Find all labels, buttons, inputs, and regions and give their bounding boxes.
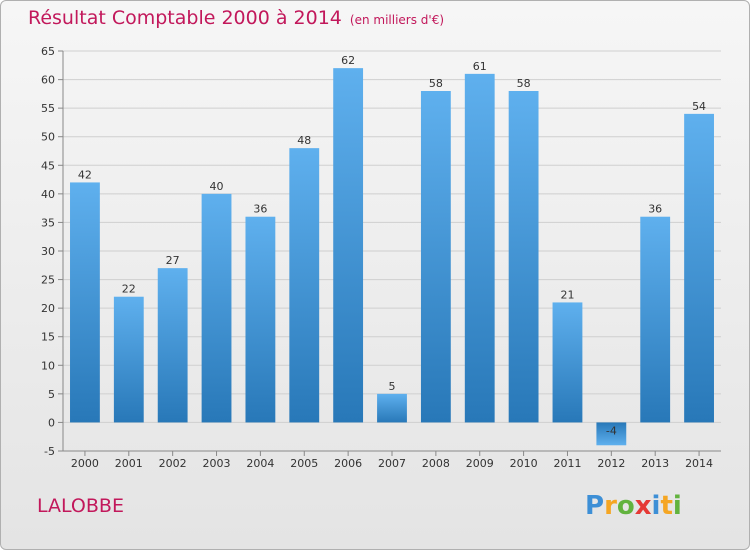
bar-value-label: -4	[606, 424, 617, 437]
x-axis-ticks: 2000 2001 2002 2003 2004 2005 2006 2007 2008 2009…	[71, 451, 713, 470]
y-tick-label: -5	[44, 445, 55, 458]
logo-letter: x	[634, 491, 652, 521]
bar-2002	[157, 268, 188, 423]
y-tick-label: 20	[41, 302, 55, 315]
bar-value-label: 36	[253, 203, 267, 216]
bar-value-label: 42	[78, 168, 92, 181]
axes	[62, 51, 721, 452]
bar-value-label: 5	[389, 380, 396, 393]
x-tick-label: 2008	[422, 457, 450, 470]
y-tick-label: 60	[41, 74, 55, 87]
logo-letter: o	[616, 491, 635, 521]
bar-2003	[201, 193, 232, 423]
bar-2000	[70, 182, 100, 423]
bar-2009	[464, 73, 495, 423]
y-tick-label: 45	[41, 159, 55, 172]
y-tick-label: 25	[41, 274, 55, 287]
bar-value-label: 61	[473, 60, 487, 73]
x-tick-label: 2014	[685, 457, 713, 470]
bar-2008	[420, 91, 451, 423]
x-tick-label: 2006	[334, 457, 362, 470]
x-tick-label: 2010	[510, 457, 538, 470]
x-tick-label: 2004	[246, 457, 274, 470]
bar-value-label: 54	[692, 100, 706, 113]
bar-2006	[333, 68, 364, 423]
bar-value-label: 36	[648, 203, 662, 216]
bar-2012	[596, 422, 627, 446]
bar-value-label: 40	[210, 180, 224, 193]
x-tick-label: 2000	[71, 457, 99, 470]
proxiti-logo: Proxiti	[585, 491, 682, 521]
y-tick-label: 10	[41, 359, 55, 372]
chart-title: Résultat Comptable 2000 à 2014	[28, 7, 342, 29]
x-tick-label: 2007	[378, 457, 406, 470]
logo-letter: i	[672, 491, 682, 521]
bar-value-label: 62	[341, 54, 355, 67]
logo-letter: P	[585, 491, 605, 521]
bar-2014	[684, 113, 714, 423]
logo-letter: r	[604, 491, 617, 521]
bar-2001	[113, 296, 144, 423]
y-tick-label: 55	[41, 102, 55, 115]
bar-value-label: 21	[560, 288, 574, 301]
x-tick-label: 2005	[290, 457, 318, 470]
x-tick-label: 2003	[203, 457, 231, 470]
logo-letter: i	[651, 491, 661, 521]
x-tick-label: 2011	[553, 457, 581, 470]
bar-value-label: 22	[122, 283, 136, 296]
bar-value-label: 27	[166, 254, 180, 267]
bar-2010	[508, 91, 539, 423]
y-tick-label: 35	[41, 216, 55, 229]
bars: 42 22 27 40 36 48 62 5 58 61 58 21 -4 36 54	[70, 54, 714, 446]
y-tick-label: 0	[48, 416, 55, 429]
x-tick-label: 2013	[641, 457, 669, 470]
x-tick-label: 2001	[115, 457, 143, 470]
bar-value-label: 48	[297, 134, 311, 147]
chart-subtitle: (en milliers d'€)	[349, 13, 445, 27]
y-tick-label: 65	[41, 45, 55, 58]
commune-name: LALOBBE	[37, 495, 124, 517]
title-row: Résultat Comptable 2000 à 2014 (en millie…	[28, 7, 444, 29]
y-tick-label: 15	[41, 331, 55, 344]
bar-2011	[552, 302, 583, 423]
bar-2005	[289, 148, 320, 423]
bar-2004	[245, 216, 276, 423]
x-tick-label: 2009	[466, 457, 494, 470]
y-tick-label: 30	[41, 245, 55, 258]
bar-value-label: 58	[517, 77, 531, 90]
y-axis-ticks: -5 0 5 10 15 20 25 30 35 40 45 50 55 60 65	[41, 45, 63, 458]
bar-value-label: 58	[429, 77, 443, 90]
y-tick-label: 50	[41, 131, 55, 144]
logo-letter: t	[660, 491, 673, 521]
y-tick-label: 40	[41, 188, 55, 201]
x-tick-label: 2012	[597, 457, 625, 470]
y-tick-label: 5	[48, 388, 55, 401]
x-tick-label: 2002	[159, 457, 187, 470]
bar-2013	[640, 216, 671, 423]
bar-2007	[377, 393, 407, 423]
